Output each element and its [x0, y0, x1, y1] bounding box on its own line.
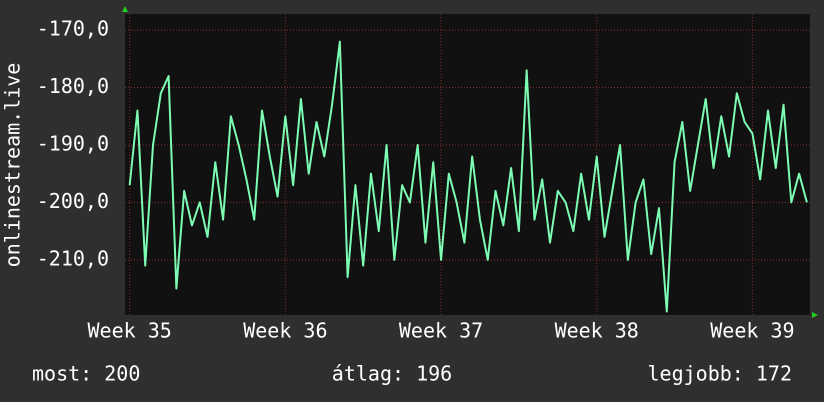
- axis-arrow: [812, 312, 818, 318]
- stat-best: legjobb: 172: [648, 362, 793, 386]
- y-tick-label: -200,0: [37, 189, 109, 213]
- x-tick-label: Week 35: [88, 319, 172, 343]
- plot-area: [125, 14, 810, 315]
- y-tick-label: -190,0: [37, 131, 109, 155]
- x-tick-label: Week 38: [555, 319, 639, 343]
- x-tick-label: Week 37: [399, 319, 483, 343]
- data-line: [128, 40, 808, 313]
- x-tick-label: Week 36: [243, 319, 327, 343]
- x-tick-label: Week 39: [710, 319, 794, 343]
- axis-arrow: [122, 6, 128, 12]
- stat-now: most: 200: [32, 362, 140, 386]
- stat-average: átlag: 196: [332, 362, 452, 386]
- y-axis-label: onlinestream.live: [1, 63, 25, 268]
- y-tick-label: -210,0: [37, 246, 109, 270]
- y-tick-label: -180,0: [37, 74, 109, 98]
- y-tick-label: -170,0: [37, 17, 109, 41]
